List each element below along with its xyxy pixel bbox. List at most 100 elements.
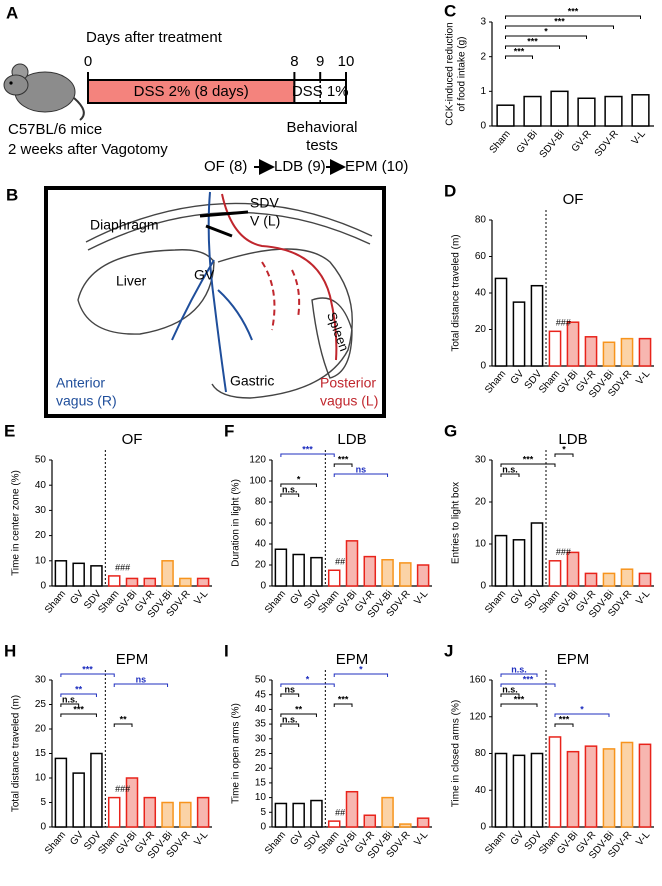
significance-label: *** [514,694,525,704]
bar [494,277,508,367]
nerve-label: GV [194,267,215,283]
bar [143,577,157,587]
significance-label: ns [356,464,367,474]
chart-title: OF [122,431,143,448]
x-tick-label: Sham [483,369,508,396]
nerve-caption: Posterior [320,375,376,391]
y-tick-label: 0 [480,822,486,833]
y-tick-label: 50 [255,675,267,686]
y-tick-label: 40 [35,480,47,491]
tests-text: tests [306,137,338,154]
tests-text: Behavioral [287,119,358,136]
x-tick-label: GV-Bi [515,129,540,156]
y-tick-label: 0 [260,822,266,833]
bar [577,97,596,127]
bar [512,754,526,828]
y-tick-label: 60 [255,518,267,529]
group-note: ### [115,562,130,572]
y-axis-label: Entries to light box [451,482,462,564]
y-tick-label: 30 [475,455,487,466]
x-tick-label: Sham [43,830,68,857]
chart-title: LDB [337,431,366,448]
y-tick-label: 15 [255,778,267,789]
mouse-icon [3,63,85,121]
significance-bracket [280,723,300,727]
significance-label: *** [514,46,525,56]
y-tick-label: 80 [255,497,267,508]
significance-bracket [280,713,317,717]
bar [512,301,526,367]
significance-label: ** [120,714,128,724]
significance-label: n.s. [62,694,78,704]
significance-bracket [500,473,520,477]
y-tick-label: 20 [475,324,487,335]
panel-letter: A [6,3,18,22]
significance-label: *** [338,694,349,704]
x-tick-label: GV-Bi [555,589,580,616]
chart-title: EPM [116,651,149,668]
y-tick-label: 60 [475,251,487,262]
significance-label: * [580,704,584,714]
significance-label: ** [75,684,83,694]
bar [274,802,288,828]
y-tick-label: 30 [35,505,47,516]
bar [327,820,341,828]
mouse-text: C57BL/6 mice [8,121,102,138]
x-tick-label: Sham [43,589,68,616]
y-axis-label: Time in center zone (%) [11,470,22,576]
significance-label: ns [285,684,296,694]
bar [530,522,544,587]
bar [161,801,174,828]
x-tick-label: GV-Bi [555,369,580,396]
y-tick-label: 10 [35,555,47,566]
organ-label: Diaphragm [90,217,158,233]
significance-label: n.s. [511,664,527,674]
test-step: OF (8) [204,158,247,175]
y-tick-label: 40 [475,288,487,299]
chart-title: EPM [557,651,590,668]
panel-letter: G [444,421,457,440]
significance-label: *** [338,454,349,464]
y-axis-label: Time in closed arms (%) [451,700,462,807]
significance-label: ** [295,704,303,714]
bar [345,540,359,587]
diagram-frame [44,186,386,418]
significance-bracket [333,463,353,467]
y-axis-label: of food intake (g) [457,36,468,111]
day-tick-label: 0 [84,53,92,70]
bar [292,802,305,828]
bar [638,743,652,828]
y-tick-label: 0 [480,121,486,132]
y-tick-label: 40 [475,785,487,796]
panel-letter: E [4,421,15,440]
y-tick-label: 25 [255,748,267,759]
y-axis-label: Duration in light (%) [231,479,242,567]
x-tick-label: V-L [630,128,648,147]
nerve-caption: vagus (L) [320,393,378,409]
bar [584,745,598,828]
nerve-caption: Anterior [56,375,105,391]
significance-bracket [333,473,389,477]
y-tick-label: 30 [255,733,267,744]
bar [602,572,616,587]
bar [512,539,526,587]
bar [620,741,634,828]
x-tick-label: GV-Bi [555,830,580,857]
bar [196,577,210,587]
y-tick-label: 80 [475,215,487,226]
panel-letter: I [224,641,229,660]
timeline-title: Days after treatment [86,29,223,46]
bar [566,551,580,587]
significance-label: *** [73,704,84,714]
significance-bracket [554,713,610,717]
bar [566,321,580,367]
significance-label: * [306,674,310,684]
significance-label: n.s. [282,484,298,494]
y-tick-label: 5 [40,797,46,808]
bar [363,555,377,587]
organ-label: Spleen [324,310,352,353]
y-axis-label: Time in open arms (%) [231,703,242,804]
bar [584,572,598,587]
y-tick-label: 100 [249,476,266,487]
bar [179,801,192,828]
